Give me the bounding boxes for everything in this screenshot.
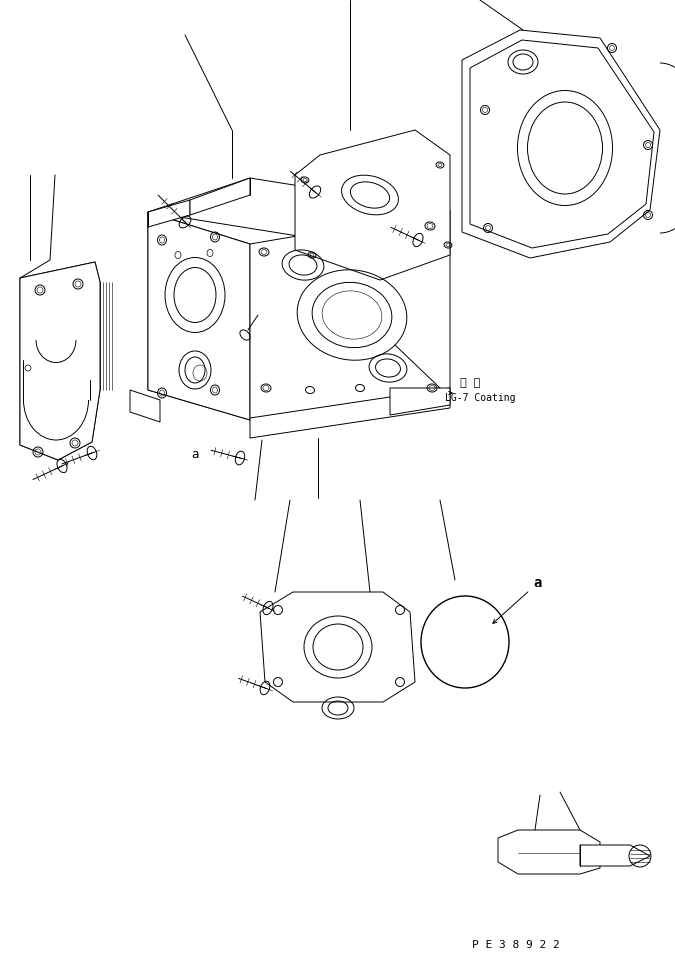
Polygon shape: [390, 388, 450, 415]
Polygon shape: [295, 130, 450, 280]
Text: 塗 布: 塗 布: [460, 378, 480, 388]
Polygon shape: [250, 388, 450, 438]
Polygon shape: [250, 210, 450, 420]
Text: LG-7 Coating: LG-7 Coating: [445, 393, 516, 403]
Polygon shape: [498, 830, 600, 874]
Polygon shape: [260, 592, 415, 702]
Text: P E 3 8 9 2 2: P E 3 8 9 2 2: [472, 940, 560, 950]
Text: a: a: [191, 449, 198, 461]
Polygon shape: [190, 178, 250, 215]
Polygon shape: [148, 178, 450, 244]
Polygon shape: [148, 212, 250, 420]
Polygon shape: [148, 200, 190, 227]
Text: a: a: [534, 576, 542, 590]
Polygon shape: [462, 30, 660, 258]
Polygon shape: [20, 262, 100, 460]
Polygon shape: [148, 212, 250, 420]
Polygon shape: [580, 845, 650, 866]
Polygon shape: [20, 262, 100, 460]
Polygon shape: [130, 390, 160, 422]
